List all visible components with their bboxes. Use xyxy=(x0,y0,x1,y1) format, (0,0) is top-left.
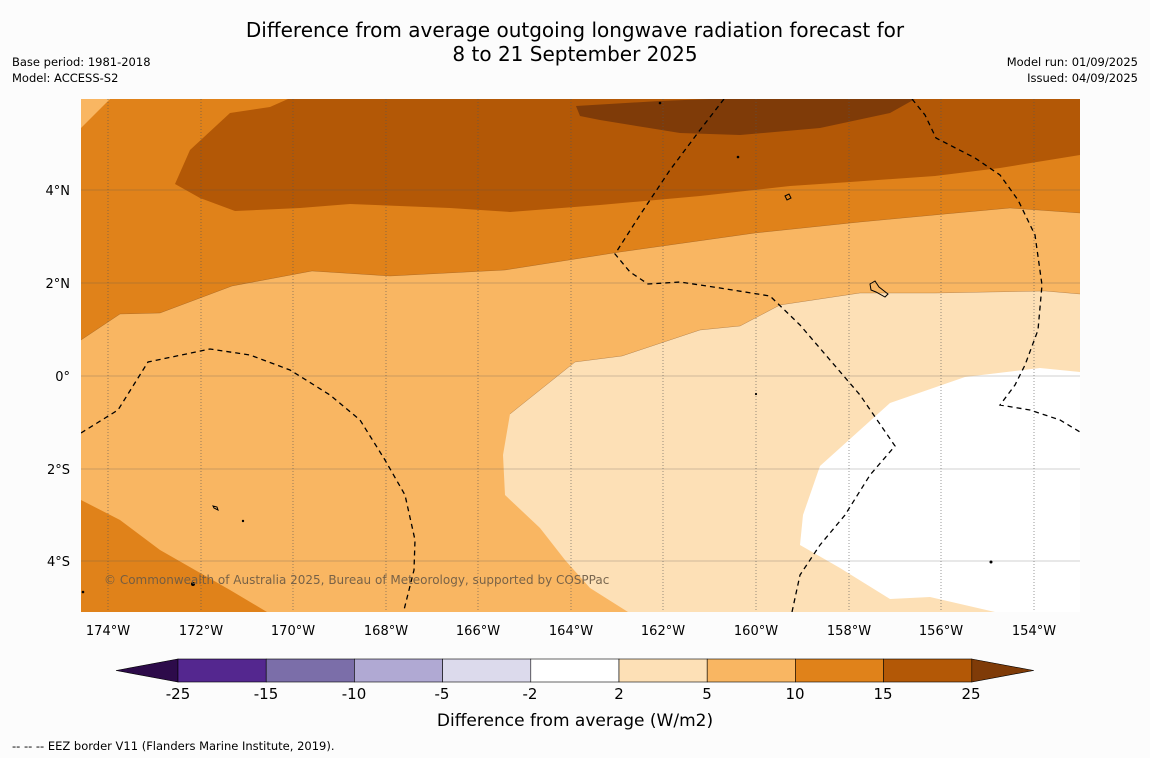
band-15-25 xyxy=(175,99,1080,212)
colorbar-swatch xyxy=(618,658,708,683)
model-run: Model run: 01/09/2025 xyxy=(1006,55,1138,69)
anomaly-map: © Commonwealth of Australia 2025, Bureau… xyxy=(81,99,1080,612)
colorbar-tick: 5 xyxy=(702,685,712,703)
colorbar-swatches xyxy=(115,658,1034,683)
lon-label: 154°W xyxy=(1012,624,1056,639)
colorbar-tick: 10 xyxy=(785,685,804,703)
eez-legend: -- -- -- EEZ border V11 (Flanders Marine… xyxy=(12,739,335,753)
colorbar-tick: 15 xyxy=(873,685,892,703)
colorbar-tick: -15 xyxy=(254,685,279,703)
lon-label: 158°W xyxy=(827,624,871,639)
base-period: Base period: 1981-2018 xyxy=(12,55,151,69)
colorbar-tick: 2 xyxy=(614,685,624,703)
lat-label: 4°N xyxy=(46,184,71,199)
meta-right: Model run: 01/09/2025 Issued: 04/09/2025 xyxy=(1007,54,1138,86)
colorbar-extend-low xyxy=(115,658,179,683)
lat-label: 4°S xyxy=(47,555,70,570)
title-line-1: Difference from average outgoing longwav… xyxy=(245,18,905,42)
colorbar-swatch xyxy=(354,658,443,683)
lon-label: 168°W xyxy=(364,624,408,639)
band-over-25 xyxy=(576,99,915,135)
colorbar-tick: 25 xyxy=(961,685,980,703)
lon-label: 174°W xyxy=(86,624,130,639)
lon-label: 160°W xyxy=(734,624,778,639)
colorbar-label: Difference from average (W/m2) xyxy=(437,711,713,731)
lon-label: 162°W xyxy=(641,624,685,639)
colorbar-tick: -2 xyxy=(523,685,538,703)
islands xyxy=(81,101,993,594)
issued-date: Issued: 04/09/2025 xyxy=(1027,71,1138,85)
colorbar-tick: -5 xyxy=(435,685,450,703)
lat-label: 2°N xyxy=(46,277,71,292)
colorbar-swatch xyxy=(530,658,620,683)
model-name: Model: ACCESS-S2 xyxy=(12,71,119,85)
colorbar-swatch xyxy=(177,658,267,683)
title-line-2: 8 to 21 September 2025 xyxy=(452,42,698,66)
lat-label: 2°S xyxy=(47,463,70,478)
lon-label: 166°W xyxy=(456,624,500,639)
colorbar-swatch xyxy=(883,658,973,683)
colorbar-extend-high xyxy=(971,658,1034,683)
lat-labels: 4°N 2°N 0° 2°S 4°S xyxy=(46,184,71,570)
colorbar-swatch xyxy=(442,658,532,683)
eez-borders xyxy=(81,99,1080,612)
colorbar-swatch xyxy=(795,658,884,683)
map-title: Difference from average outgoing longwav… xyxy=(0,18,1150,66)
band-neutral xyxy=(800,368,1080,612)
colorbar-tick: -10 xyxy=(342,685,367,703)
lon-label: 156°W xyxy=(919,624,963,639)
lon-labels: 174°W 172°W 170°W 168°W 166°W 164°W 162°… xyxy=(86,624,1056,639)
copyright-text: © Commonwealth of Australia 2025, Bureau… xyxy=(104,573,609,587)
lon-label: 164°W xyxy=(549,624,593,639)
colorbar-ticks: -25 -15 -10 -5 -2 2 5 10 15 25 xyxy=(166,685,981,703)
meta-left: Base period: 1981-2018 Model: ACCESS-S2 xyxy=(12,54,151,86)
colorbar-swatch xyxy=(265,658,355,683)
lon-label: 172°W xyxy=(179,624,223,639)
lon-label: 170°W xyxy=(271,624,315,639)
colorbar: -25 -15 -10 -5 -2 2 5 10 15 25 Differenc… xyxy=(115,658,1034,731)
colorbar-swatch xyxy=(706,658,796,683)
lat-label: 0° xyxy=(55,370,70,385)
colorbar-tick: -25 xyxy=(166,685,191,703)
graticule xyxy=(81,99,1080,612)
